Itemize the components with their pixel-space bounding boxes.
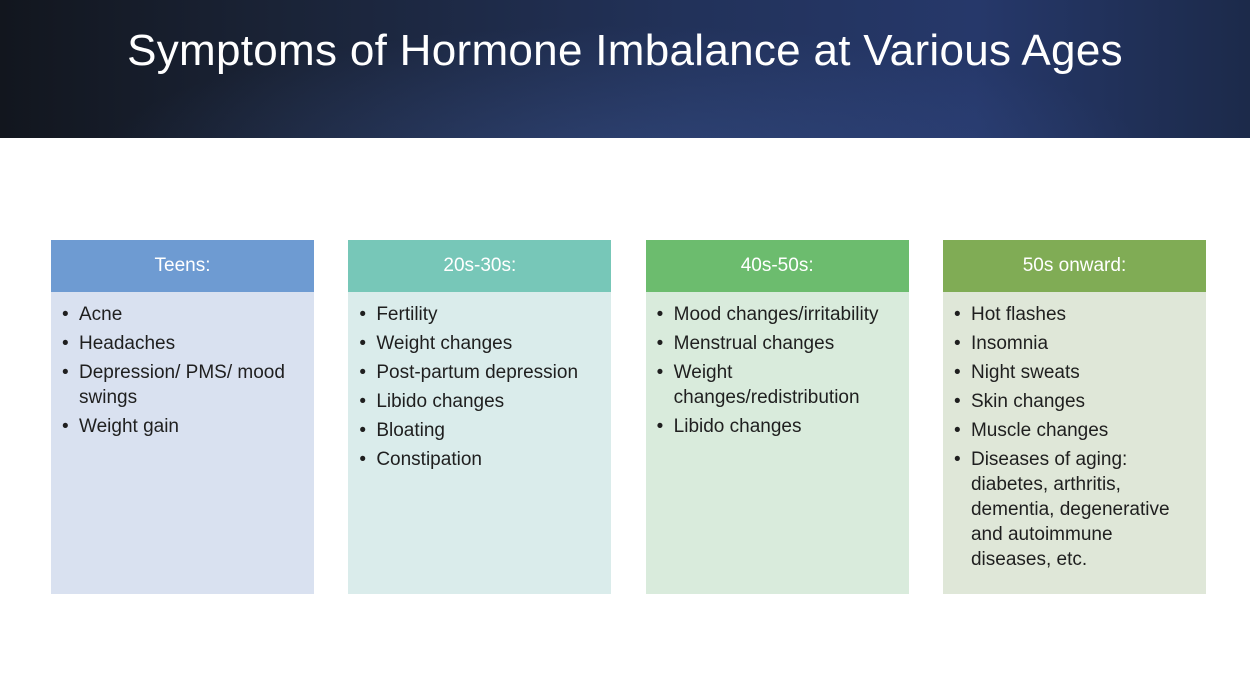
list-item: Menstrual changes [656,331,901,356]
column-header-40s-50s: 40s-50s: [645,240,909,292]
list-item: Libido changes [656,414,901,439]
symptom-list-teens: Acne Headaches Depression/ PMS/ mood swi… [61,302,306,439]
list-item: Post-partum depression [358,360,603,385]
list-item: Hot flashes [953,302,1198,327]
column-20s-30s: 20s-30s: Fertility Weight changes Post-p… [348,240,612,594]
symptom-list-20s-30s: Fertility Weight changes Post-partum dep… [358,302,603,472]
list-item: Bloating [358,418,603,443]
column-teens: Teens: Acne Headaches Depression/ PMS/ m… [51,240,314,594]
list-item: Insomnia [953,331,1198,356]
list-item: Diseases of aging: diabetes, arthritis, … [953,447,1198,572]
column-header-50s-onward: 50s onward: [942,240,1206,292]
title-banner: Symptoms of Hormone Imbalance at Various… [0,0,1250,138]
list-item: Weight changes [358,331,603,356]
list-item: Weight changes/redistribution [656,360,901,410]
symptom-list-50s-onward: Hot flashes Insomnia Night sweats Skin c… [953,302,1198,572]
column-body-teens: Acne Headaches Depression/ PMS/ mood swi… [51,292,314,594]
list-item: Libido changes [358,389,603,414]
list-item: Night sweats [953,360,1198,385]
column-body-20s-30s: Fertility Weight changes Post-partum dep… [348,292,612,594]
column-body-50s-onward: Hot flashes Insomnia Night sweats Skin c… [942,292,1206,594]
list-item: Headaches [61,331,306,356]
list-item: Muscle changes [953,418,1198,443]
age-columns: Teens: Acne Headaches Depression/ PMS/ m… [51,240,1206,594]
column-body-40s-50s: Mood changes/irritability Menstrual chan… [645,292,909,594]
column-50s-onward: 50s onward: Hot flashes Insomnia Night s… [942,240,1206,594]
list-item: Acne [61,302,306,327]
list-item: Mood changes/irritability [656,302,901,327]
list-item: Depression/ PMS/ mood swings [61,360,306,410]
column-40s-50s: 40s-50s: Mood changes/irritability Menst… [645,240,909,594]
column-header-20s-30s: 20s-30s: [348,240,612,292]
column-header-teens: Teens: [51,240,314,292]
list-item: Constipation [358,447,603,472]
list-item: Weight gain [61,414,306,439]
list-item: Skin changes [953,389,1198,414]
list-item: Fertility [358,302,603,327]
symptom-list-40s-50s: Mood changes/irritability Menstrual chan… [656,302,901,439]
slide-title: Symptoms of Hormone Imbalance at Various… [127,26,1123,75]
